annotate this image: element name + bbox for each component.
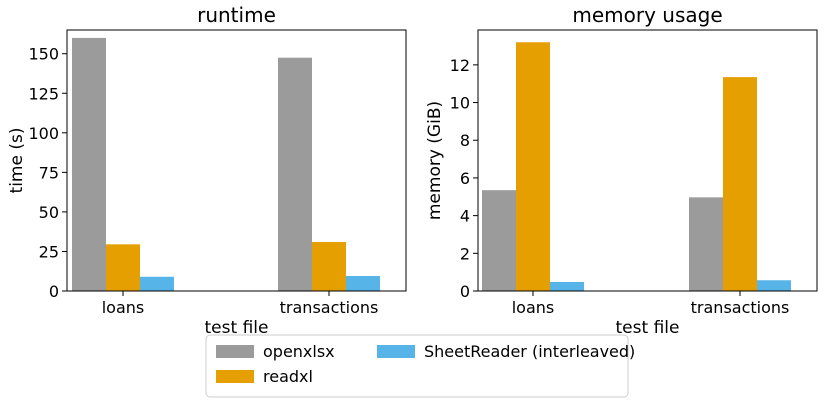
y-tick-label: 12 bbox=[450, 56, 470, 75]
bar-readxl-transactions bbox=[723, 77, 757, 292]
bar-readxl-loans bbox=[106, 244, 140, 291]
y-axis-label: memory (GiB) bbox=[425, 101, 445, 220]
legend-label-1: openxlsx bbox=[263, 342, 335, 361]
y-tick-label: 10 bbox=[450, 94, 470, 113]
y-tick-label: 75 bbox=[39, 163, 59, 182]
x-axis-label: test file bbox=[205, 318, 269, 338]
axes-frame bbox=[477, 29, 818, 292]
x-tick-label: transactions bbox=[280, 298, 379, 317]
bar-sheetreader-loans bbox=[550, 281, 584, 291]
bar-sheetreader-transactions bbox=[757, 280, 791, 291]
chart-title: memory usage bbox=[572, 3, 722, 27]
legend-swatch-1 bbox=[216, 345, 254, 358]
y-axis-label: time (s) bbox=[7, 128, 27, 194]
y-tick-label: 8 bbox=[460, 131, 470, 150]
y-tick-label: 0 bbox=[460, 282, 470, 301]
y-tick-label: 6 bbox=[460, 169, 470, 188]
y-tick-label: 125 bbox=[28, 84, 59, 103]
y-tick-label: 50 bbox=[39, 203, 59, 222]
bar-sheetreader-transactions bbox=[346, 275, 380, 291]
y-tick-label: 2 bbox=[460, 244, 470, 263]
legend-box bbox=[205, 334, 629, 398]
legend-label-3: SheetReader (interleaved) bbox=[424, 342, 635, 361]
x-tick-label: loans bbox=[512, 298, 555, 317]
bar-readxl-transactions bbox=[312, 241, 346, 291]
axes-frame bbox=[66, 29, 407, 292]
y-tick-label: 100 bbox=[28, 124, 59, 143]
y-tick-label: 150 bbox=[28, 45, 59, 64]
legend-swatch-2 bbox=[216, 370, 254, 383]
y-tick-label: 0 bbox=[49, 282, 59, 301]
bar-openxlsx-transactions bbox=[278, 57, 312, 291]
x-tick-label: loans bbox=[102, 298, 145, 317]
bar-sheetreader-loans bbox=[140, 276, 174, 291]
bar-openxlsx-loans bbox=[482, 190, 516, 291]
y-tick-label: 4 bbox=[460, 207, 470, 226]
y-tick-label: 25 bbox=[39, 242, 59, 261]
bar-readxl-loans bbox=[516, 42, 550, 291]
x-axis-label: test file bbox=[616, 318, 680, 338]
legend-label-2: readxl bbox=[263, 367, 313, 386]
legend: openxlsx readxl SheetReader (interleaved) bbox=[205, 334, 635, 398]
bar-openxlsx-transactions bbox=[689, 197, 723, 291]
bar-openxlsx-loans bbox=[72, 37, 106, 292]
chart-title: runtime bbox=[197, 3, 276, 27]
chart-panel-1: 0 25 50 75 100 125 150 loans transactions runtime… bbox=[7, 3, 407, 338]
chart-panel-2: 0 2 4 6 8 10 12 loans transactions memory usage te… bbox=[425, 3, 818, 338]
x-tick-label: transactions bbox=[691, 298, 790, 317]
legend-swatch-3 bbox=[377, 345, 415, 358]
